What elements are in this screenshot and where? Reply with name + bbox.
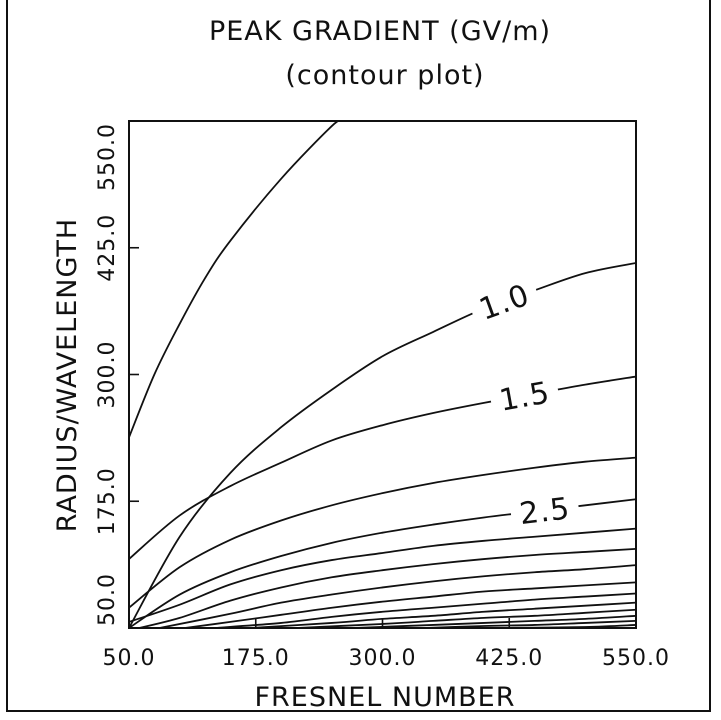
contour-line [423,620,636,628]
x-axis-label: FRESNEL NUMBER [255,682,516,713]
x-tick-label: 300.0 [349,646,417,671]
contour-label: 2.5 [518,491,573,532]
y-axis-ticks: 50.0 175.0 300.0 425.0 550.0 [95,120,139,629]
y-tick-label: 50.0 [95,573,120,626]
x-tick-label: 550.0 [602,646,670,671]
contour-label-mask [487,371,561,416]
contour-label-mask [466,272,541,326]
y-tick-label: 300.0 [95,341,120,409]
x-tick-label: 175.0 [222,646,290,671]
y-tick-label: 550.0 [95,123,120,191]
contour-line [129,375,636,560]
contour-line [138,548,636,628]
contour-line [159,564,636,628]
contour-line [129,262,636,628]
contour-lines [129,121,636,628]
y-tick-label: 175.0 [95,467,120,535]
y-axis-label: RADIUS/WAVELENGTH [52,218,83,532]
chart-frame [6,0,711,712]
chart-subtitle: (contour plot) [285,60,484,91]
contour-label-mask [508,488,581,529]
contour-line [215,592,636,628]
x-tick-label: 425.0 [475,646,543,671]
y-tick-label: 425.0 [95,214,120,282]
contour-line [296,608,636,628]
chart-title: PEAK GRADIENT (GV/m) [209,16,551,47]
contour-line [184,581,636,628]
contour-line [129,121,343,438]
x-tick-label: 50.0 [103,646,156,671]
contour-line [250,601,636,628]
contour-label: 1.5 [497,375,553,418]
contour-line [129,527,636,623]
contour-line [504,624,636,628]
contour-line [129,456,636,609]
x-axis-ticks: 50.0 175.0 300.0 425.0 550.0 [103,618,670,671]
contour-line [352,614,636,628]
